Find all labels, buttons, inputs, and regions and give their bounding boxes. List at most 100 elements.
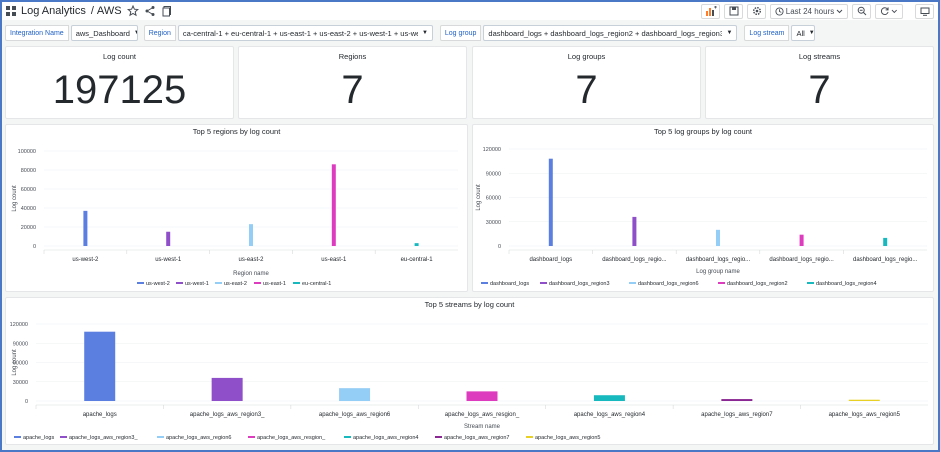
x-axis-label: Region name (233, 271, 269, 277)
dashboard-header: Log Analytics / AWS Last 24 hours (2, 2, 938, 20)
panel-title: Regions (338, 52, 367, 61)
filter-value-log-stream: All (796, 28, 805, 38)
x-tick-label: apache_logs_aws_region5 (829, 412, 901, 418)
legend-swatch (629, 282, 636, 284)
filter-label-log-group: Log group (439, 25, 482, 41)
filter-label-region: Region (143, 25, 176, 41)
bar (339, 388, 371, 401)
bar (331, 164, 336, 246)
page-title: Log Analytics / AWS (21, 5, 122, 17)
chevron-down-icon: ▼ (134, 30, 137, 36)
legend-item: apache_logs_aws_region3_ (69, 435, 138, 441)
y-axis-label: Log count (12, 349, 18, 376)
filter-select-log-group[interactable]: dashboard_logs + dashboard_logs_region2 … (483, 25, 738, 41)
time-range-label: Last 24 hours (785, 6, 835, 16)
chart-title: Top 5 log groups by log count (654, 127, 753, 136)
legend-swatch (137, 282, 144, 284)
y-tick-label: 90000 (13, 341, 28, 347)
bar (166, 231, 171, 246)
panel-title: Log groups (567, 52, 606, 61)
x-tick-label: us-east-2 (238, 257, 264, 263)
stat-value: 7 (808, 68, 831, 112)
stat-value: 7 (575, 68, 598, 112)
regions-bar-chart: Top 5 regions by log count 0 20000 40000 600… (12, 127, 458, 287)
filter-select-region[interactable]: ca-central-1 + eu-central-1 + us-east-1 … (177, 25, 433, 41)
x-tick-label: apache_logs_aws_region3_ (190, 412, 265, 418)
y-tick-label: 0 (498, 244, 501, 250)
breadcrumb-folder[interactable]: Log Analytics (21, 5, 86, 17)
legend-item: us-east-1 (263, 281, 286, 287)
bar (466, 391, 498, 401)
filter-label-integration: Integration Name (5, 25, 69, 41)
chevron-down-icon: ▼ (421, 30, 428, 36)
chart-title: Top 5 regions by log count (193, 127, 281, 136)
panel-title: Log count (103, 52, 136, 61)
legend-item: us-west-2 (146, 281, 170, 287)
add-panel-button[interactable] (701, 3, 720, 19)
tv-mode-button[interactable] (915, 3, 934, 19)
x-tick-label: us-east-1 (321, 257, 347, 263)
y-tick-label: 80000 (21, 168, 36, 174)
legend-swatch (718, 282, 725, 284)
legend-item: apache_logs_aws_region5 (535, 435, 600, 441)
stat-panel-log-streams[interactable]: Log streams 7 (705, 46, 934, 119)
y-axis-label: Log count (476, 184, 482, 211)
x-tick-label: dashboard_logs_regio... (686, 257, 751, 263)
legend-item: dashboard_logs_region4 (816, 281, 877, 287)
save-dashboard-button[interactable] (724, 3, 743, 19)
chart-panel-log-groups[interactable]: Top 5 log groups by log count 0 30000 60000… (472, 124, 934, 292)
copy-icon[interactable] (161, 5, 173, 17)
bar (211, 377, 243, 401)
stat-panel-log-groups[interactable]: Log groups 7 (472, 46, 701, 119)
x-tick-label: apache_logs_aws_region7 (701, 412, 773, 418)
clock-icon (775, 6, 784, 16)
legend-item: apache_logs_aws_region4 (353, 435, 418, 441)
legend-swatch (344, 436, 351, 438)
streams-bar-chart: Top 5 streams by log count 0 30000 60000 900… (10, 300, 928, 441)
filter-label-log-stream: Log stream (744, 25, 790, 41)
x-tick-label: apache_logs_aws_region6 (319, 412, 391, 418)
y-tick-label: 120000 (483, 147, 501, 153)
y-tick-label: 120000 (10, 322, 28, 328)
time-range-picker[interactable]: Last 24 hours (770, 3, 848, 19)
bar (83, 210, 88, 246)
refresh-button[interactable] (875, 3, 903, 19)
legend-swatch (60, 436, 67, 438)
x-tick-label: dashboard_logs_regio... (769, 257, 834, 263)
x-tick-label: dashboard_logs (529, 257, 572, 263)
stat-panel-log-count[interactable]: Log count 197125 (5, 46, 234, 119)
legend-item: apache_logs_aws_region7 (444, 435, 509, 441)
settings-button[interactable] (747, 3, 766, 19)
legend-swatch (215, 282, 222, 284)
apps-grid-icon[interactable] (5, 5, 17, 17)
legend-item: dashboard_logs_region6 (638, 281, 699, 287)
chart-title: Top 5 streams by log count (425, 300, 516, 309)
refresh-icon (880, 7, 889, 15)
chart-panel-streams[interactable]: Top 5 streams by log count 0 30000 60000 900… (5, 297, 934, 445)
variables-bar: Integration Name aws_Dashboard ▼ Region c… (2, 23, 938, 43)
legend-swatch (248, 436, 255, 438)
save-icon (729, 6, 738, 16)
legend-swatch (157, 436, 164, 438)
y-axis-label: Log count (12, 185, 18, 212)
monitor-icon (920, 7, 929, 16)
star-icon[interactable] (126, 5, 139, 17)
legend-swatch (293, 282, 300, 284)
legend-item: apache_logs_aws_region6 (166, 435, 231, 441)
legend-item: us-east-2 (224, 281, 247, 287)
share-icon[interactable] (144, 5, 156, 17)
legend-item: dashboard_logs_region3 (549, 281, 610, 287)
breadcrumb-separator: / (90, 5, 94, 17)
breadcrumb-dashboard: AWS (96, 5, 122, 17)
bar (84, 331, 116, 401)
chart-panel-regions[interactable]: Top 5 regions by log count 0 20000 40000 600… (5, 124, 468, 292)
bar (414, 243, 419, 246)
filter-select-log-stream[interactable]: All ▼ (791, 25, 816, 41)
add-panel-icon (705, 6, 717, 16)
legend-item: eu-central-1 (302, 281, 331, 287)
filter-select-integration[interactable]: aws_Dashboard ▼ (70, 25, 138, 41)
zoom-out-button[interactable] (852, 3, 871, 19)
stat-panel-regions[interactable]: Regions 7 (238, 46, 467, 119)
bar (593, 395, 625, 401)
legend-swatch (176, 282, 183, 284)
